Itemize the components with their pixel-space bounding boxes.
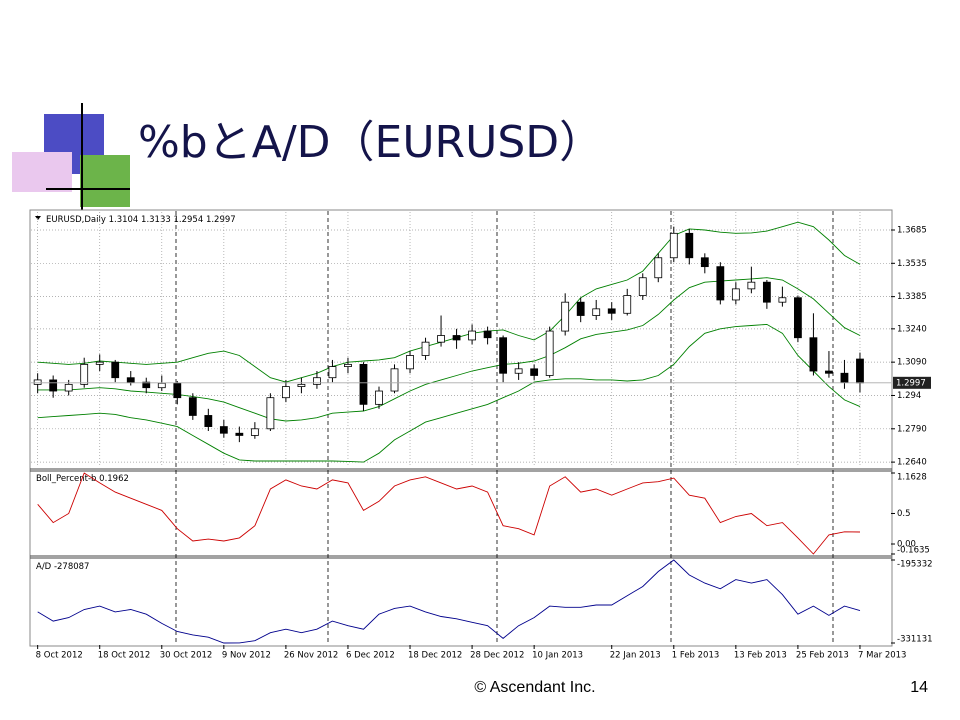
x-tick-label: 1 Feb 2013 xyxy=(672,651,720,661)
candle-body xyxy=(731,288,740,301)
candle-body xyxy=(499,337,508,374)
candle-body xyxy=(669,232,678,259)
candle-body xyxy=(840,372,849,383)
candle-body xyxy=(328,366,337,379)
footer: © Ascendant Inc. xyxy=(474,679,595,696)
candle-body xyxy=(266,397,275,430)
candle-body xyxy=(204,415,213,427)
deco-square xyxy=(12,152,72,192)
candle-body xyxy=(638,277,647,296)
candle-body xyxy=(794,297,802,339)
candle-body xyxy=(623,295,632,314)
candle-body xyxy=(561,301,570,332)
candle-body xyxy=(313,377,321,385)
indicator-label: A/D -278087 xyxy=(36,562,89,572)
candle-body xyxy=(111,361,120,379)
candle-body xyxy=(49,379,58,392)
candle-body xyxy=(576,301,585,316)
y-tick-label: -0.1635 xyxy=(897,546,930,556)
x-tick-label: 6 Dec 2012 xyxy=(346,651,395,661)
candle-body xyxy=(142,381,151,389)
candle-body xyxy=(250,428,259,436)
x-tick-label: 13 Feb 2013 xyxy=(734,651,787,661)
y-tick-label: 1.3535 xyxy=(897,259,927,269)
candle-body xyxy=(406,355,414,370)
candle-body xyxy=(157,382,166,389)
candle-body xyxy=(80,363,89,385)
y-tick-label: 1.3385 xyxy=(897,292,927,302)
candle-body xyxy=(762,281,771,303)
candle-body xyxy=(188,397,197,416)
bollinger-band xyxy=(37,323,861,463)
y-tick-label: -331131 xyxy=(897,635,933,645)
x-tick-label: 26 Nov 2012 xyxy=(284,651,338,661)
y-tick-label: 1.294 xyxy=(897,391,921,401)
candle-body xyxy=(297,383,306,387)
candle-body xyxy=(809,337,818,372)
candle-body xyxy=(282,386,290,399)
y-tick-label: 1.2640 xyxy=(897,458,927,468)
page-number: 14 xyxy=(910,679,928,696)
deco-square xyxy=(80,155,130,207)
current-price-label: 1.2997 xyxy=(896,378,926,388)
candle-body xyxy=(483,330,492,339)
x-tick-label: 22 Jan 2013 xyxy=(610,651,661,661)
bollinger-band xyxy=(37,221,861,383)
y-tick-label: 1.3240 xyxy=(897,324,927,334)
candle-body xyxy=(514,368,523,374)
indicator-line xyxy=(37,472,861,555)
y-tick-label: 1.3090 xyxy=(897,358,927,368)
x-tick-label: 28 Dec 2012 xyxy=(470,651,524,661)
x-tick-label: 9 Nov 2012 xyxy=(222,651,271,661)
month-separators xyxy=(175,211,834,645)
candle-body xyxy=(545,330,554,376)
y-tick-label: 1.1628 xyxy=(897,473,927,483)
current-price-box xyxy=(893,376,931,389)
candle-body xyxy=(452,335,461,341)
y-tick-label: -195332 xyxy=(897,560,933,570)
x-tick-label: 25 Feb 2013 xyxy=(796,651,849,661)
candle-body xyxy=(344,363,352,367)
candle-body xyxy=(33,379,42,385)
candle-body xyxy=(375,390,383,405)
candle-body xyxy=(700,257,709,268)
x-tick-label: 7 Mar 2013 xyxy=(858,651,906,661)
slide-title: %bとA/D（EURUSD） xyxy=(138,117,603,168)
y-tick-label: 0.00 xyxy=(897,540,916,550)
x-tick-label: 18 Dec 2012 xyxy=(408,651,462,661)
chart-header: EURUSD,Daily 1.3104 1.3133 1.2954 1.2997 xyxy=(46,215,236,225)
candle-body xyxy=(747,281,756,290)
y-tick-label: 1.2790 xyxy=(897,424,927,434)
candle-body xyxy=(64,383,73,392)
indicator-line xyxy=(37,559,861,644)
indicator-label: Boll_Percent-b 0.1962 xyxy=(36,474,129,484)
candle-body xyxy=(359,363,368,405)
candle-body xyxy=(592,308,601,316)
candle-body xyxy=(126,377,135,383)
candle-body xyxy=(390,368,399,392)
x-tick-label: 30 Oct 2012 xyxy=(160,651,213,661)
candle-body xyxy=(530,368,539,376)
candle-body xyxy=(825,370,833,374)
candle-body xyxy=(219,426,228,434)
candle-body xyxy=(654,257,663,279)
y-tick-label: 0.5 xyxy=(897,509,911,519)
candle-body xyxy=(607,308,616,314)
candle-body xyxy=(856,358,864,384)
x-tick-label: 10 Jan 2013 xyxy=(532,651,583,661)
candle-body xyxy=(173,382,182,399)
candle-body xyxy=(437,335,445,343)
candle-body xyxy=(468,330,476,341)
candle-body xyxy=(685,232,694,259)
candle-body xyxy=(421,341,430,356)
y-tick-label: 1.3685 xyxy=(897,225,927,235)
candle-body xyxy=(778,297,787,303)
candle-body xyxy=(716,266,725,301)
candle-body xyxy=(95,361,104,365)
x-tick-label: 8 Oct 2012 xyxy=(36,651,83,661)
candle-body xyxy=(235,432,244,436)
x-tick-label: 18 Oct 2012 xyxy=(98,651,151,661)
